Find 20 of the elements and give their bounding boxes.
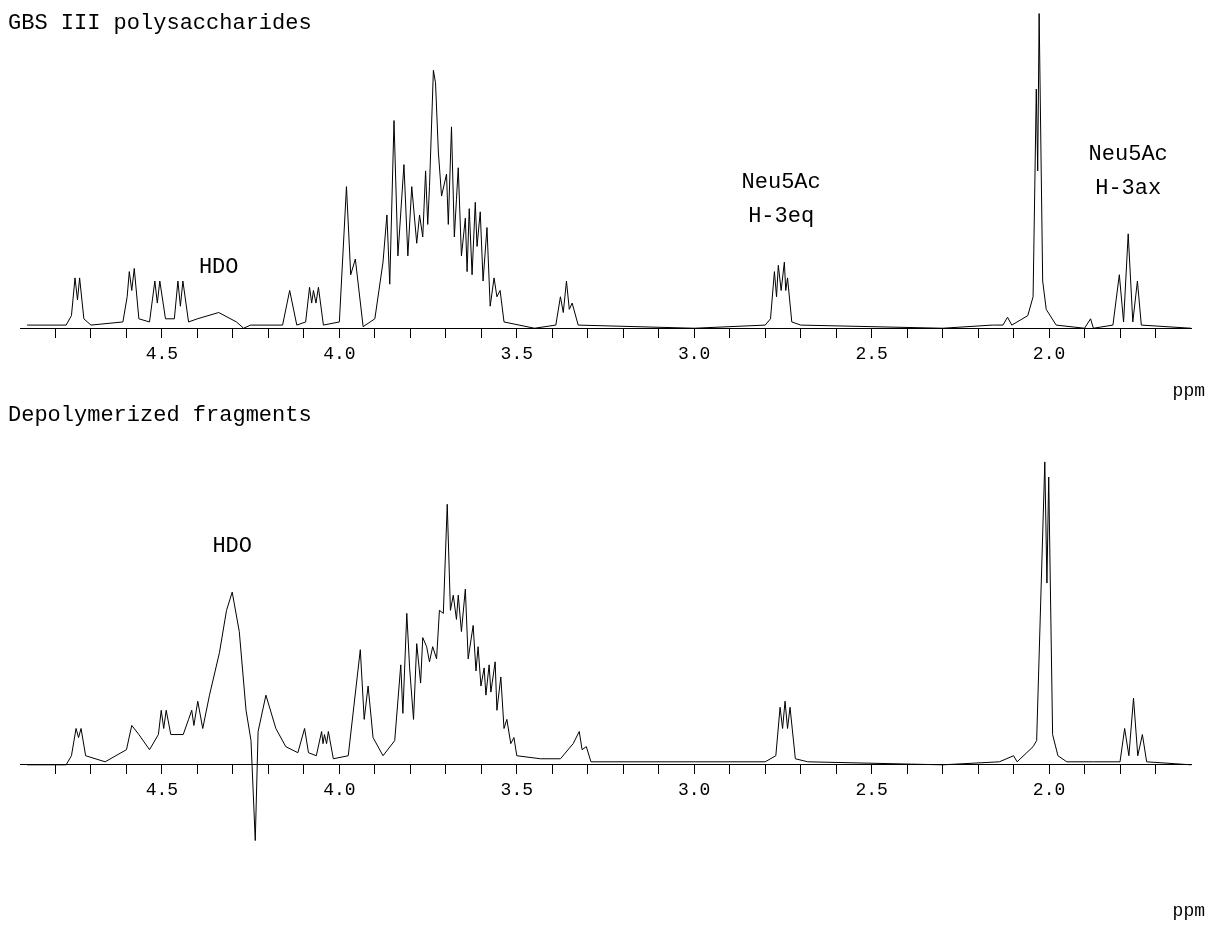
annotation: HDO bbox=[198, 254, 239, 280]
x-tick-label: 2.5 bbox=[855, 780, 888, 801]
chart-title: GBS III polysaccharides bbox=[8, 10, 312, 36]
x-tick-label: 4.0 bbox=[323, 780, 356, 801]
x-tick-label: 2.5 bbox=[855, 343, 888, 364]
annotation: HDO bbox=[212, 534, 252, 560]
x-axis-title: ppm bbox=[1172, 380, 1205, 401]
annotation: Neu5Ac H-3ax bbox=[1088, 141, 1168, 201]
x-tick-label: 4.5 bbox=[145, 343, 179, 364]
x-tick-label: 3.5 bbox=[500, 343, 533, 364]
annotation: Neu5Ac H-3eq bbox=[741, 170, 821, 230]
x-tick-label: 3.0 bbox=[678, 780, 711, 801]
x-tick-label: 4.0 bbox=[323, 343, 356, 364]
x-tick-label: 3.0 bbox=[678, 343, 711, 364]
x-tick-label: 2.0 bbox=[1032, 780, 1066, 801]
x-tick-label: 4.5 bbox=[145, 780, 179, 801]
chart-title: Depolymerized fragments bbox=[8, 402, 312, 428]
x-tick-label: 3.5 bbox=[500, 780, 533, 801]
x-axis-title: ppm bbox=[1172, 900, 1205, 921]
x-tick-label: 2.0 bbox=[1032, 343, 1066, 364]
